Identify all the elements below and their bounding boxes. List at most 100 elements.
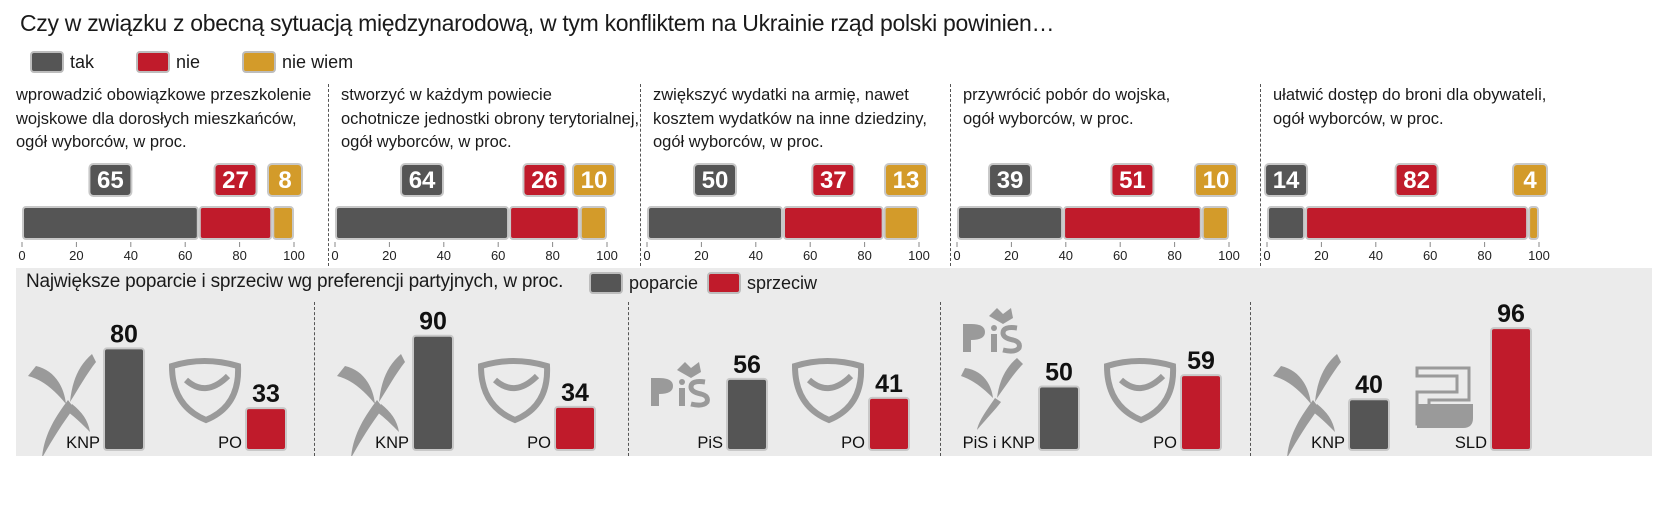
bar-segment-nie-wiem — [579, 206, 608, 240]
legend-item-tak: tak — [30, 51, 94, 73]
legend: tak nie nie wiem — [30, 50, 395, 74]
legend-label-sprzeciw: sprzeciw — [747, 272, 818, 293]
axis-tick-label: 80 — [232, 248, 246, 263]
axis-tick-label: 80 — [545, 248, 559, 263]
axis-tick-label: 100 — [283, 248, 305, 263]
survey-panel-3: zwiększyć wydatki na armię, nawet kosztem… — [640, 84, 935, 266]
svg-text:8: 8 — [278, 167, 291, 194]
value-label-tak: 64 — [400, 163, 445, 197]
question-line: stworzyć w każdym powiecie — [341, 86, 552, 104]
legend-swatch-poparcie — [589, 272, 623, 294]
bar-segment-nie — [1063, 206, 1202, 240]
svg-text:10: 10 — [1203, 167, 1230, 194]
stacked-bar-chart: 14 82 40 20 40 60 80 100 — [1263, 163, 1550, 263]
svg-text:4: 4 — [1523, 167, 1537, 194]
svg-text:50: 50 — [702, 167, 729, 194]
axis-tick-label: 60 — [178, 248, 192, 263]
question-text: zwiększyć wydatki na armię, nawet kosztem… — [653, 84, 927, 155]
bar-segment-nie-wiem — [272, 206, 294, 240]
value-label-nie: 27 — [213, 163, 258, 197]
axis-tick-label: 20 — [1314, 248, 1328, 263]
axis-tick-label: 80 — [857, 248, 871, 263]
axis-tick-label: 60 — [1113, 248, 1127, 263]
question-line: ochotnicze jednostki obrony terytorialne… — [341, 109, 640, 128]
legend-swatch-nie-wiem — [242, 51, 277, 73]
svg-text:13: 13 — [893, 167, 920, 194]
survey-panel-1: wprowadzić obowiązkowe przeszkolenie wojs… — [16, 84, 314, 266]
axis-tick-label: 60 — [803, 248, 817, 263]
axis-tick-label: 0 — [331, 248, 338, 263]
question-line: kosztem wydatków na inne dziedziny, — [653, 109, 927, 128]
knp-logo-icon — [1273, 354, 1341, 456]
party-bar-chart: 56 PiS 41 PO — [651, 351, 910, 452]
svg-text:64: 64 — [409, 167, 436, 194]
question-line: ogół wyborców, w proc. — [963, 109, 1134, 128]
question-line: zwiększyć wydatki na armię, nawet — [653, 86, 909, 104]
bar-segment-tak — [335, 206, 510, 240]
stacked-bar-chart: 65 27 80 20 40 60 80 100 — [18, 163, 305, 263]
opposition-bar — [1180, 374, 1222, 451]
legend-label-nie: nie — [176, 51, 201, 72]
axis-tick-label: 80 — [1477, 248, 1491, 263]
opposition-bar — [1490, 327, 1532, 451]
bar-segment-nie — [1305, 206, 1529, 240]
opposition-party-label: PO — [218, 434, 242, 452]
question-line: wojskowe dla dorosłych mieszkańców, — [16, 109, 297, 128]
opposition-bar — [554, 405, 596, 451]
chart-title: Czy w związku z obecną sytuacją międzyna… — [20, 10, 1055, 36]
axis-tick-label: 0 — [1263, 248, 1270, 263]
opposition-value-label: 33 — [252, 380, 280, 408]
support-value-label: 56 — [733, 351, 761, 379]
bar-segment-tak — [647, 206, 783, 240]
value-label-nie-wiem: 10 — [1194, 163, 1238, 197]
value-label-nie-wiem: 10 — [572, 163, 616, 197]
bar-segment-nie — [198, 206, 273, 240]
axis-tick-label: 40 — [1059, 248, 1073, 263]
support-party-label: KNP — [1311, 434, 1345, 452]
svg-text:82: 82 — [1403, 167, 1430, 194]
value-label-nie-wiem: 4 — [1512, 163, 1548, 197]
axis-tick-label: 60 — [1423, 248, 1437, 263]
question-text: przywrócić pobór do wojska, ogół wyborców… — [963, 84, 1170, 131]
legend-swatch-tak — [30, 51, 64, 73]
axis-tick-label: 80 — [1167, 248, 1181, 263]
party-panel-2: 90 KNP 34 PO — [314, 302, 629, 456]
svg-text:27: 27 — [222, 167, 249, 194]
axis-tick-label: 40 — [749, 248, 763, 263]
question-line: ułatwić dostęp do broni dla obywateli, — [1273, 86, 1547, 104]
bar-segment-tak — [957, 206, 1064, 240]
svg-text:26: 26 — [531, 167, 558, 194]
support-bar — [1348, 398, 1390, 451]
svg-text:51: 51 — [1119, 167, 1146, 194]
opposition-party-label: PO — [841, 434, 865, 452]
question-text: stworzyć w każdym powiecie ochotnicze jed… — [341, 84, 639, 155]
axis-tick-label: 40 — [124, 248, 138, 263]
party-panel-1: 80 KNP 33 PO — [16, 302, 314, 456]
support-party-label: KNP — [66, 434, 100, 452]
support-bar — [103, 347, 145, 451]
value-label-nie-wiem: 13 — [884, 163, 928, 197]
question-line: ogół wyborców, w proc. — [16, 133, 187, 151]
question-line: ogół wyborców, w proc. — [1273, 109, 1444, 128]
survey-panel-5: ułatwić dostęp do broni dla obywateli, og… — [1260, 84, 1555, 266]
legend-item-poparcie: poparcie — [589, 272, 698, 294]
opposition-value-label: 41 — [875, 370, 903, 398]
party-section-title: Największe poparcie i sprzeciw wg prefer… — [26, 271, 564, 292]
axis-tick-label: 20 — [382, 248, 396, 263]
survey-panel-2: stworzyć w każdym powiecie ochotnicze jed… — [328, 84, 639, 266]
value-label-nie-wiem: 8 — [267, 163, 303, 197]
question-line: ogół wyborców, w proc. — [653, 133, 824, 151]
value-label-tak: 50 — [693, 163, 737, 197]
question-line: przywrócić pobór do wojska, — [963, 86, 1171, 104]
po-logo-icon — [168, 358, 242, 424]
bar-segment-tak — [1267, 206, 1306, 240]
stacked-bar-chart: 64 26 100 20 40 60 80 100 — [331, 163, 618, 263]
support-bar — [412, 334, 454, 452]
party-panel-4: 50 PiS i KNP 59 PO — [940, 302, 1251, 456]
axis-tick-label: 20 — [694, 248, 708, 263]
opposition-party-label: PO — [1153, 434, 1177, 452]
opposition-value-label: 59 — [1187, 347, 1215, 375]
bar-segment-nie-wiem — [883, 206, 919, 240]
knp-logo-icon — [337, 354, 405, 456]
legend-swatch-sprzeciw — [707, 272, 741, 294]
